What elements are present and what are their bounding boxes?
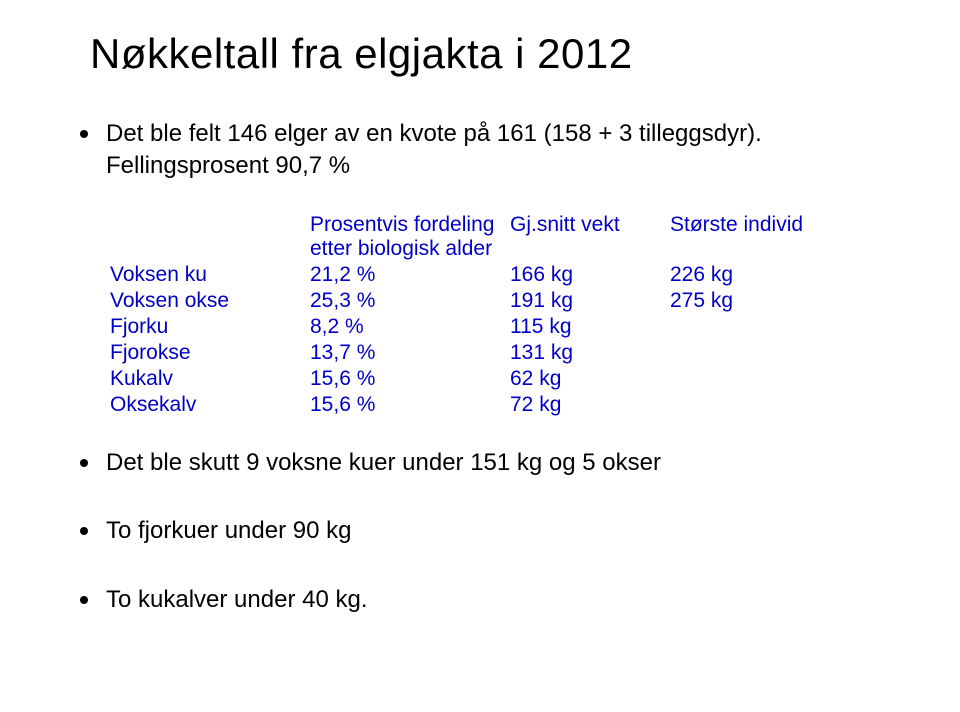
row-max	[670, 315, 830, 339]
table-header-row: Prosentvis fordeling etter biologisk ald…	[110, 213, 900, 261]
table-row: Kukalv 15,6 % 62 kg	[110, 367, 900, 391]
bullet-dot-icon	[80, 130, 88, 138]
bullet-2: Det ble skutt 9 voksne kuer under 151 kg…	[80, 447, 900, 479]
row-pct: 13,7 %	[310, 341, 510, 365]
row-avg: 62 kg	[510, 367, 670, 391]
row-label: Voksen okse	[110, 289, 310, 313]
row-max: 226 kg	[670, 263, 830, 287]
row-avg: 166 kg	[510, 263, 670, 287]
bullet-3-text: To fjorkuer under 90 kg	[106, 515, 351, 547]
row-max	[670, 393, 830, 417]
table-row: Oksekalv 15,6 % 72 kg	[110, 393, 900, 417]
row-avg: 191 kg	[510, 289, 670, 313]
table-header-max: Største individ	[670, 213, 830, 261]
table-header-pct: Prosentvis fordeling etter biologisk ald…	[310, 213, 510, 261]
row-pct: 15,6 %	[310, 393, 510, 417]
slide: Nøkkeltall fra elgjakta i 2012 Det ble f…	[0, 0, 960, 712]
bullet-intro-text: Det ble felt 146 elger av en kvote på 16…	[106, 118, 900, 183]
spacer	[80, 556, 900, 584]
table-row: Fjorku 8,2 % 115 kg	[110, 315, 900, 339]
row-pct: 25,3 %	[310, 289, 510, 313]
row-pct: 15,6 %	[310, 367, 510, 391]
bullet-dot-icon	[80, 527, 88, 535]
bullet-2-text: Det ble skutt 9 voksne kuer under 151 kg…	[106, 447, 661, 479]
table-header-blank	[110, 213, 310, 261]
row-avg: 72 kg	[510, 393, 670, 417]
table-row: Fjorokse 13,7 % 131 kg	[110, 341, 900, 365]
table-row: Voksen ku 21,2 % 166 kg 226 kg	[110, 263, 900, 287]
bullet-intro: Det ble felt 146 elger av en kvote på 16…	[80, 118, 900, 183]
row-max: 275 kg	[670, 289, 830, 313]
table-header-avg: Gj.snitt vekt	[510, 213, 670, 261]
page-title: Nøkkeltall fra elgjakta i 2012	[90, 30, 900, 78]
bullet-dot-icon	[80, 459, 88, 467]
data-table: Prosentvis fordeling etter biologisk ald…	[110, 213, 900, 417]
row-pct: 21,2 %	[310, 263, 510, 287]
row-max	[670, 341, 830, 365]
row-pct: 8,2 %	[310, 315, 510, 339]
row-label: Voksen ku	[110, 263, 310, 287]
row-label: Oksekalv	[110, 393, 310, 417]
row-label: Fjorokse	[110, 341, 310, 365]
row-max	[670, 367, 830, 391]
bullet-4: To kukalver under 40 kg.	[80, 584, 900, 616]
row-label: Kukalv	[110, 367, 310, 391]
bullet-3: To fjorkuer under 90 kg	[80, 515, 900, 547]
bullet-4-text: To kukalver under 40 kg.	[106, 584, 367, 616]
row-avg: 131 kg	[510, 341, 670, 365]
bullet-dot-icon	[80, 596, 88, 604]
row-avg: 115 kg	[510, 315, 670, 339]
table-row: Voksen okse 25,3 % 191 kg 275 kg	[110, 289, 900, 313]
row-label: Fjorku	[110, 315, 310, 339]
spacer	[80, 487, 900, 515]
